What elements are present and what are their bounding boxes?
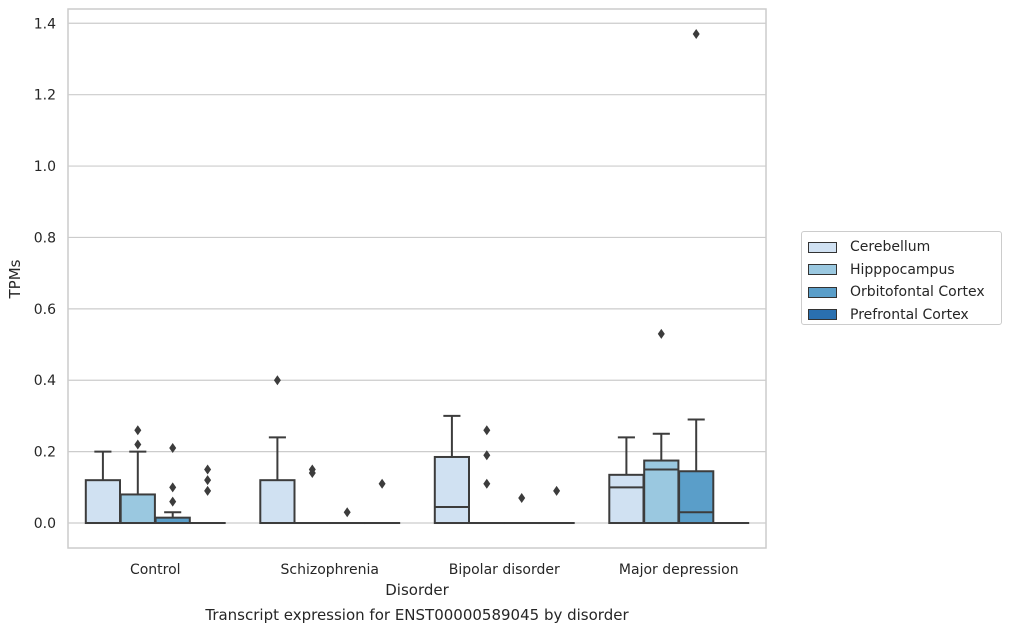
outlier-point — [378, 478, 386, 489]
outlier-point — [169, 482, 177, 493]
plot-area-frame — [67, 8, 767, 549]
box-0-3 — [189, 464, 226, 525]
box-1-3 — [363, 478, 401, 525]
box-body — [259, 479, 296, 525]
x-tick-label: Control — [130, 562, 181, 578]
y-tick-label: 0.0 — [34, 516, 56, 532]
box-body — [84, 479, 122, 525]
grid-lines — [68, 22, 766, 524]
outlier-point — [553, 485, 561, 496]
box-body — [433, 455, 471, 525]
x-axis-ticks: Control Schizophrenia Bipolar disorder Majo… — [130, 562, 739, 578]
legend-label: Hipppocampus — [850, 261, 955, 278]
outlier-point — [483, 478, 491, 489]
legend-swatch — [808, 264, 837, 276]
outlier-point — [204, 464, 212, 475]
box-1-1 — [294, 464, 331, 525]
plot-boxes — [84, 28, 750, 525]
box-0-1 — [119, 425, 156, 525]
y-tick-label: 0.4 — [34, 373, 56, 389]
box-body — [608, 473, 645, 525]
outlier-point — [169, 443, 177, 454]
box-2-2 — [503, 493, 540, 525]
box-0-0 — [84, 450, 122, 525]
outlier-point — [134, 425, 142, 436]
box-1-0 — [259, 375, 296, 525]
outlier-point — [343, 507, 351, 518]
y-axis-label: TPMs — [6, 259, 24, 299]
legend-label: Cerebellum — [850, 239, 931, 256]
legend-swatch — [808, 241, 837, 253]
outlier-point — [169, 496, 177, 507]
box-body — [678, 470, 715, 525]
x-tick-label: Schizophrenia — [281, 562, 379, 578]
outlier-point — [657, 328, 665, 339]
legend-label: Prefrontal Cortex — [850, 306, 969, 323]
outlier-point — [483, 450, 491, 461]
legend-swatch — [808, 286, 837, 298]
y-tick-label: 0.6 — [34, 302, 56, 318]
box-3-2 — [678, 28, 715, 525]
outlier-point — [483, 425, 491, 436]
x-tick-label: Bipolar disorder — [449, 562, 560, 578]
y-tick-label: 1.2 — [34, 88, 56, 104]
figure-caption: Transcript expression for ENST0000058904… — [205, 606, 629, 624]
y-tick-label: 1.4 — [34, 16, 56, 32]
y-tick-label: 1.0 — [34, 159, 56, 175]
box-1-2 — [329, 507, 366, 525]
outlier-point — [518, 493, 526, 504]
x-axis-label: Disorder — [385, 581, 449, 599]
box-2-1 — [468, 425, 505, 525]
outlier-point — [204, 475, 212, 486]
box-2-3 — [538, 485, 575, 525]
legend-label: Orbitofontal Cortex — [850, 284, 985, 301]
box-3-1 — [643, 328, 680, 525]
legend-swatch — [808, 309, 837, 321]
outlier-point — [134, 439, 142, 450]
outlier-point — [204, 485, 212, 496]
y-axis-ticks: 0.0 0.2 0.4 0.6 0.8 1.0 1.2 1.4 — [34, 16, 56, 532]
legend-item: Prefrontal Cortex — [808, 304, 1001, 327]
box-3-0 — [608, 436, 645, 525]
box-2-0 — [433, 414, 471, 525]
outlier-point — [308, 464, 316, 475]
y-tick-label: 0.2 — [34, 445, 56, 461]
legend-item: Hipppocampus — [808, 259, 1001, 282]
outlier-point — [692, 28, 700, 39]
box-0-2 — [154, 443, 191, 525]
legend-item: Orbitofontal Cortex — [808, 281, 1001, 304]
outlier-point — [273, 375, 281, 386]
box-body — [119, 493, 156, 525]
x-tick-label: Major depression — [619, 562, 739, 578]
y-tick-label: 0.8 — [34, 230, 56, 246]
legend: Cerebellum Hipppocampus Orbitofontal Corte… — [801, 231, 1002, 325]
legend-item: Cerebellum — [808, 236, 1001, 259]
